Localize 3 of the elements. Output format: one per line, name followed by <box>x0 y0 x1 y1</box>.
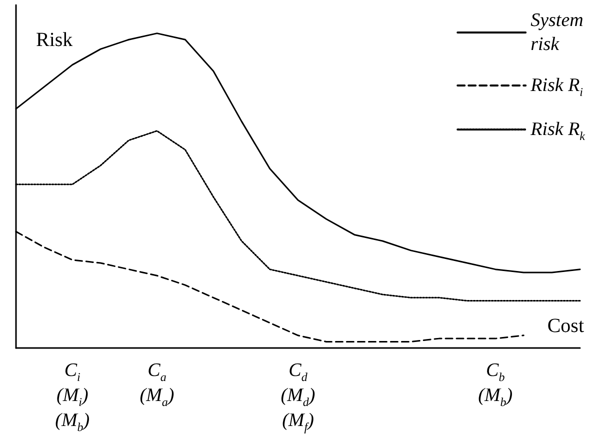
legend-label: System risk <box>530 10 584 55</box>
y-axis-title: Risk <box>36 29 73 51</box>
x-axis-title: Cost <box>547 315 584 337</box>
